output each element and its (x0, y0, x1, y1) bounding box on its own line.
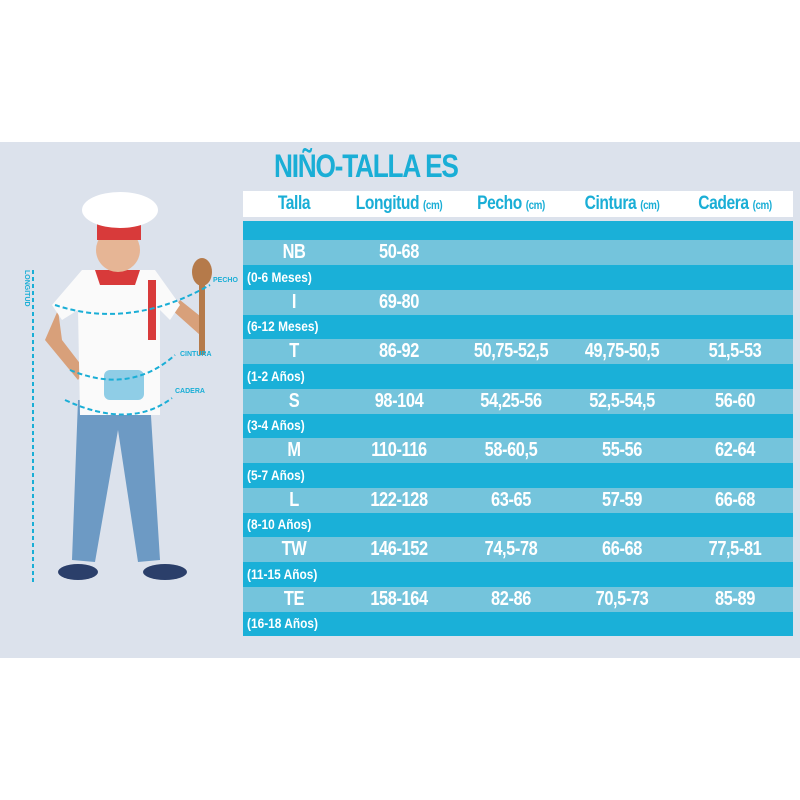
header-talla: Talla (277, 193, 311, 214)
cell-cadera: 51,5-53 (708, 340, 762, 362)
label-cadera: CADERA (175, 388, 205, 395)
cell-talla: TW (281, 538, 307, 560)
cell-cadera: 62-64 (715, 439, 755, 461)
cell-talla: L (289, 488, 299, 511)
cell-pecho: 74,5-78 (484, 538, 538, 560)
header-longitud: Longitud (cm) (355, 193, 443, 214)
cell-talla: S (288, 389, 300, 412)
label-pecho: PECHO (213, 277, 238, 284)
cell-pecho: 58-60,5 (484, 439, 538, 461)
size-table: NB 50-68 (0-6 Meses) I 69-80 (6-12 Meses) T 86-… (243, 221, 793, 636)
table-row-age: (1-2 Años) (243, 364, 793, 389)
table-header: Talla Longitud (cm) Pecho (cm) Cintura (… (243, 191, 793, 217)
table-row: TW 146-152 74,5-78 66-68 77,5-81 (243, 537, 793, 562)
table-row-age: (11-15 Años) (243, 562, 793, 587)
table-row-age: (8-10 Años) (243, 512, 793, 537)
cell-pecho: 63-65 (491, 488, 531, 511)
header-cintura: Cintura (cm) (584, 193, 660, 214)
table-row-age: (6-12 Meses) (243, 314, 793, 339)
table-row-age: (0-6 Meses) (243, 265, 793, 290)
cell-pecho: 82-86 (491, 587, 531, 610)
table-row-age: (3-4 Años) (243, 413, 793, 438)
cell-age: (3-4 Años) (247, 417, 305, 434)
cell-talla: T (289, 340, 299, 362)
header-cadera: Cadera (cm) (698, 193, 772, 214)
page-title: NIÑO-TALLA ES (274, 148, 459, 184)
cell-longitud: 110-116 (371, 439, 427, 461)
cell-cintura: 66-68 (602, 538, 642, 560)
cell-age: (16-18 Años) (247, 615, 318, 632)
cell-cadera: 85-89 (715, 587, 755, 610)
cell-pecho: 54,25-56 (480, 389, 542, 412)
table-row-age: (5-7 Años) (243, 463, 793, 488)
cell-talla: I (291, 290, 297, 313)
cell-longitud: 122-128 (370, 488, 428, 511)
cell-cintura: 49,75-50,5 (584, 340, 660, 362)
cell-longitud: 158-164 (370, 587, 428, 610)
cell-talla: NB (282, 241, 306, 263)
cell-age: (5-7 Años) (247, 466, 305, 483)
cell-longitud: 146-152 (370, 538, 428, 560)
cell-age: (6-12 Meses) (247, 318, 319, 335)
cell-longitud: 98-104 (374, 389, 424, 412)
cell-age: (1-2 Años) (247, 367, 305, 384)
table-row: NB 50-68 (243, 240, 793, 265)
table-row: I 69-80 (243, 289, 793, 315)
cell-cintura: 57-59 (602, 488, 642, 511)
cell-age: (0-6 Meses) (247, 268, 312, 285)
header-pecho: Pecho (cm) (477, 193, 545, 214)
cell-age: (8-10 Años) (247, 516, 312, 533)
table-row: TE 158-164 82-86 70,5-73 85-89 (243, 586, 793, 612)
cell-longitud: 50-68 (379, 241, 419, 263)
cell-talla: TE (283, 587, 305, 610)
label-cintura: CINTURA (180, 351, 212, 358)
cell-talla: M (287, 439, 301, 461)
cell-cintura: 55-56 (602, 439, 642, 461)
cell-cadera: 66-68 (715, 488, 755, 511)
cell-age: (11-15 Años) (247, 565, 318, 582)
table-row: M 110-116 58-60,5 55-56 62-64 (243, 438, 793, 463)
label-longitud: LONGITUD (23, 270, 30, 307)
table-row: S 98-104 54,25-56 52,5-54,5 56-60 (243, 388, 793, 414)
table-row-age: (16-18 Años) (243, 611, 793, 636)
table-row: L 122-128 63-65 57-59 66-68 (243, 487, 793, 513)
cell-cintura: 52,5-54,5 (589, 389, 655, 412)
cell-longitud: 86-92 (379, 340, 419, 362)
table-row: T 86-92 50,75-52,5 49,75-50,5 51,5-53 (243, 339, 793, 364)
cell-cadera: 56-60 (715, 389, 755, 412)
cell-longitud: 69-80 (379, 290, 419, 313)
cell-cadera: 77,5-81 (708, 538, 762, 560)
cell-pecho: 50,75-52,5 (473, 340, 549, 362)
child-chef-photo (32, 192, 212, 585)
cell-cintura: 70,5-73 (595, 587, 649, 610)
